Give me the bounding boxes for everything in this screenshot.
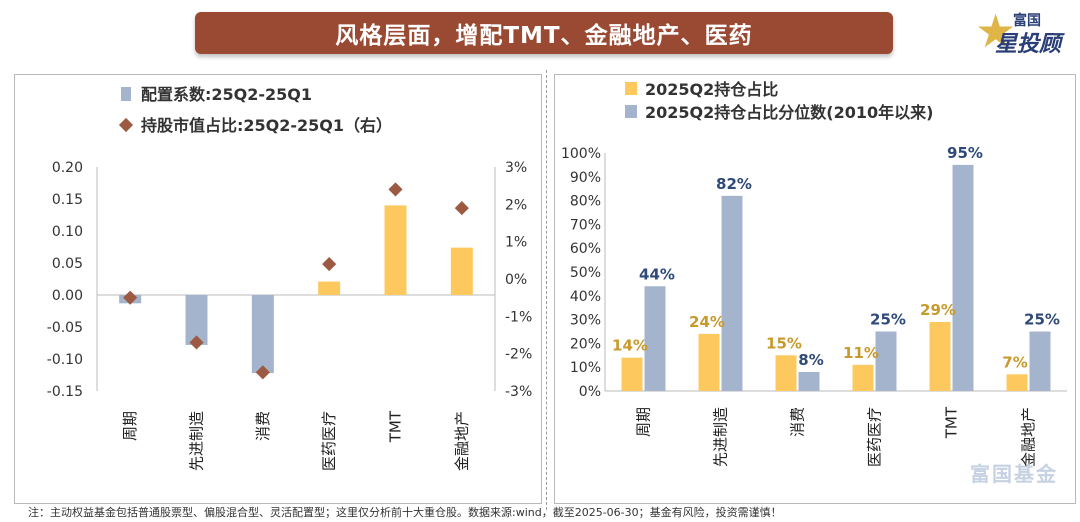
percentile-data-label: 44% bbox=[639, 265, 675, 283]
right-y-tick-label: 3% bbox=[505, 160, 527, 176]
percentile-bar bbox=[644, 286, 666, 391]
holding-data-label: 11% bbox=[843, 344, 879, 362]
percentile-bar bbox=[798, 371, 820, 391]
holding-data-label: 24% bbox=[689, 313, 725, 331]
holding-bar bbox=[621, 357, 643, 391]
holding-data-label: 15% bbox=[766, 334, 802, 352]
y-tick-label: 60% bbox=[570, 241, 601, 257]
logo-line1: 富国 bbox=[1013, 13, 1041, 29]
holding-bar bbox=[852, 364, 874, 391]
y-tick-label: 20% bbox=[570, 336, 601, 352]
marketvalue-marker bbox=[189, 335, 204, 350]
holding-bar bbox=[1006, 374, 1028, 391]
legend-label-coefficient: 配置系数:25Q2-25Q1 bbox=[141, 85, 312, 104]
x-category-label: 先进制造 bbox=[188, 411, 206, 471]
percentile-data-label: 82% bbox=[716, 175, 752, 193]
left-chart-panel: 配置系数:25Q2-25Q1 持股市值占比:25Q2-25Q1（右） -0.15 -0… bbox=[14, 74, 542, 504]
y-tick-label: 10% bbox=[570, 360, 601, 376]
logo-line2: 星投顾 bbox=[995, 32, 1062, 57]
percentile-bar bbox=[1029, 331, 1051, 391]
marketvalue-marker bbox=[454, 200, 469, 216]
y-tick-label: 80% bbox=[570, 194, 601, 210]
right-y-tick-label: 0% bbox=[505, 272, 527, 288]
left-y-tick-label: 0.20 bbox=[52, 160, 83, 176]
legend-swatch-holding bbox=[625, 82, 637, 95]
x-category-label: 医药医疗 bbox=[866, 407, 884, 467]
percentile-bar bbox=[952, 164, 974, 391]
x-category-label: 先进制造 bbox=[712, 407, 730, 467]
holding-data-label: 7% bbox=[1002, 353, 1027, 371]
holding-bar bbox=[929, 321, 951, 391]
footer-note: 注：主动权益基金包括普通股票型、偏股混合型、灵活配置型；这里仅分析前十大重仓股。… bbox=[28, 506, 782, 519]
coefficient-bar bbox=[251, 295, 274, 374]
left-y-tick-label: 0.10 bbox=[52, 224, 83, 240]
x-category-label: TMT bbox=[943, 406, 961, 439]
page-title-text: 风格层面，增配TMT、金融地产、医药 bbox=[335, 23, 753, 49]
percentile-data-label: 25% bbox=[870, 311, 906, 329]
right-y-tick-label: -2% bbox=[505, 347, 532, 363]
star-icon: ★ bbox=[975, 4, 1017, 58]
legend-swatch-percentile bbox=[625, 105, 637, 118]
legend-label-percentile: 2025Q2持仓占比分位数(2010年以来) bbox=[645, 103, 933, 122]
marketvalue-marker bbox=[388, 182, 403, 197]
x-category-label: 金融地产 bbox=[453, 411, 471, 471]
y-tick-label: 50% bbox=[570, 265, 601, 281]
left-y-tick-label: -0.10 bbox=[47, 352, 83, 368]
y-tick-label: 70% bbox=[570, 217, 601, 233]
left-y-tick-label: 0.15 bbox=[52, 192, 83, 208]
brand-logo: ★ 富国 星投顾 bbox=[975, 4, 1075, 58]
coefficient-bar bbox=[185, 295, 208, 345]
x-category-label: TMT bbox=[387, 410, 405, 443]
x-category-label: 金融地产 bbox=[1020, 407, 1038, 467]
right-y-tick-label: 2% bbox=[505, 197, 527, 213]
left-y-tick-label: 0.00 bbox=[52, 288, 83, 304]
x-category-label: 周期 bbox=[635, 407, 653, 437]
right-y-tick-label: -1% bbox=[505, 309, 532, 325]
legend-swatch-coefficient bbox=[121, 87, 131, 101]
legend-label-marketvalue: 持股市值占比:25Q2-25Q1（右） bbox=[141, 116, 392, 135]
y-tick-label: 0% bbox=[579, 384, 601, 400]
legend-swatch-marketvalue bbox=[118, 117, 134, 133]
left-y-tick-label: -0.15 bbox=[47, 384, 83, 400]
panel-divider bbox=[546, 70, 547, 510]
holding-data-label: 29% bbox=[920, 301, 956, 319]
y-tick-label: 40% bbox=[570, 289, 601, 305]
y-tick-label: 100% bbox=[561, 146, 601, 162]
x-category-label: 消费 bbox=[789, 407, 807, 437]
x-category-label: 消费 bbox=[254, 411, 272, 441]
legend-label-holding: 2025Q2持仓占比 bbox=[645, 80, 778, 99]
left-chart: 配置系数:25Q2-25Q1 持股市值占比:25Q2-25Q1（右） -0.15 -0… bbox=[47, 85, 533, 471]
page-title: 风格层面，增配TMT、金融地产、医药 bbox=[195, 12, 893, 54]
percentile-bar bbox=[875, 331, 897, 391]
coefficient-bar bbox=[384, 205, 407, 295]
left-y-tick-label: -0.05 bbox=[47, 320, 83, 336]
percentile-data-label: 25% bbox=[1024, 311, 1060, 329]
y-tick-label: 30% bbox=[570, 313, 601, 329]
watermark: 富国基金 bbox=[970, 462, 1058, 486]
marketvalue-marker bbox=[255, 365, 270, 380]
right-chart: 2025Q2持仓占比 2025Q2持仓占比分位数(2010年以来) 0% 10% 20%… bbox=[561, 80, 1067, 467]
holding-data-label: 14% bbox=[612, 337, 648, 355]
x-category-label: 周期 bbox=[121, 411, 139, 441]
holding-bar bbox=[698, 333, 720, 391]
percentile-data-label: 8% bbox=[798, 351, 823, 369]
marketvalue-marker bbox=[322, 256, 337, 272]
y-tick-label: 90% bbox=[570, 170, 601, 186]
right-y-tick-label: -3% bbox=[505, 384, 532, 400]
coefficient-bar bbox=[450, 247, 473, 295]
holding-bar bbox=[775, 355, 797, 391]
percentile-bar bbox=[721, 195, 743, 391]
left-y-tick-label: 0.05 bbox=[52, 256, 83, 272]
x-category-label: 医药医疗 bbox=[320, 411, 338, 471]
coefficient-bar bbox=[318, 281, 341, 295]
right-chart-panel: 2025Q2持仓占比 2025Q2持仓占比分位数(2010年以来) 0% 10% 20%… bbox=[554, 74, 1076, 504]
right-y-tick-label: 1% bbox=[505, 235, 527, 251]
percentile-data-label: 95% bbox=[947, 144, 983, 162]
